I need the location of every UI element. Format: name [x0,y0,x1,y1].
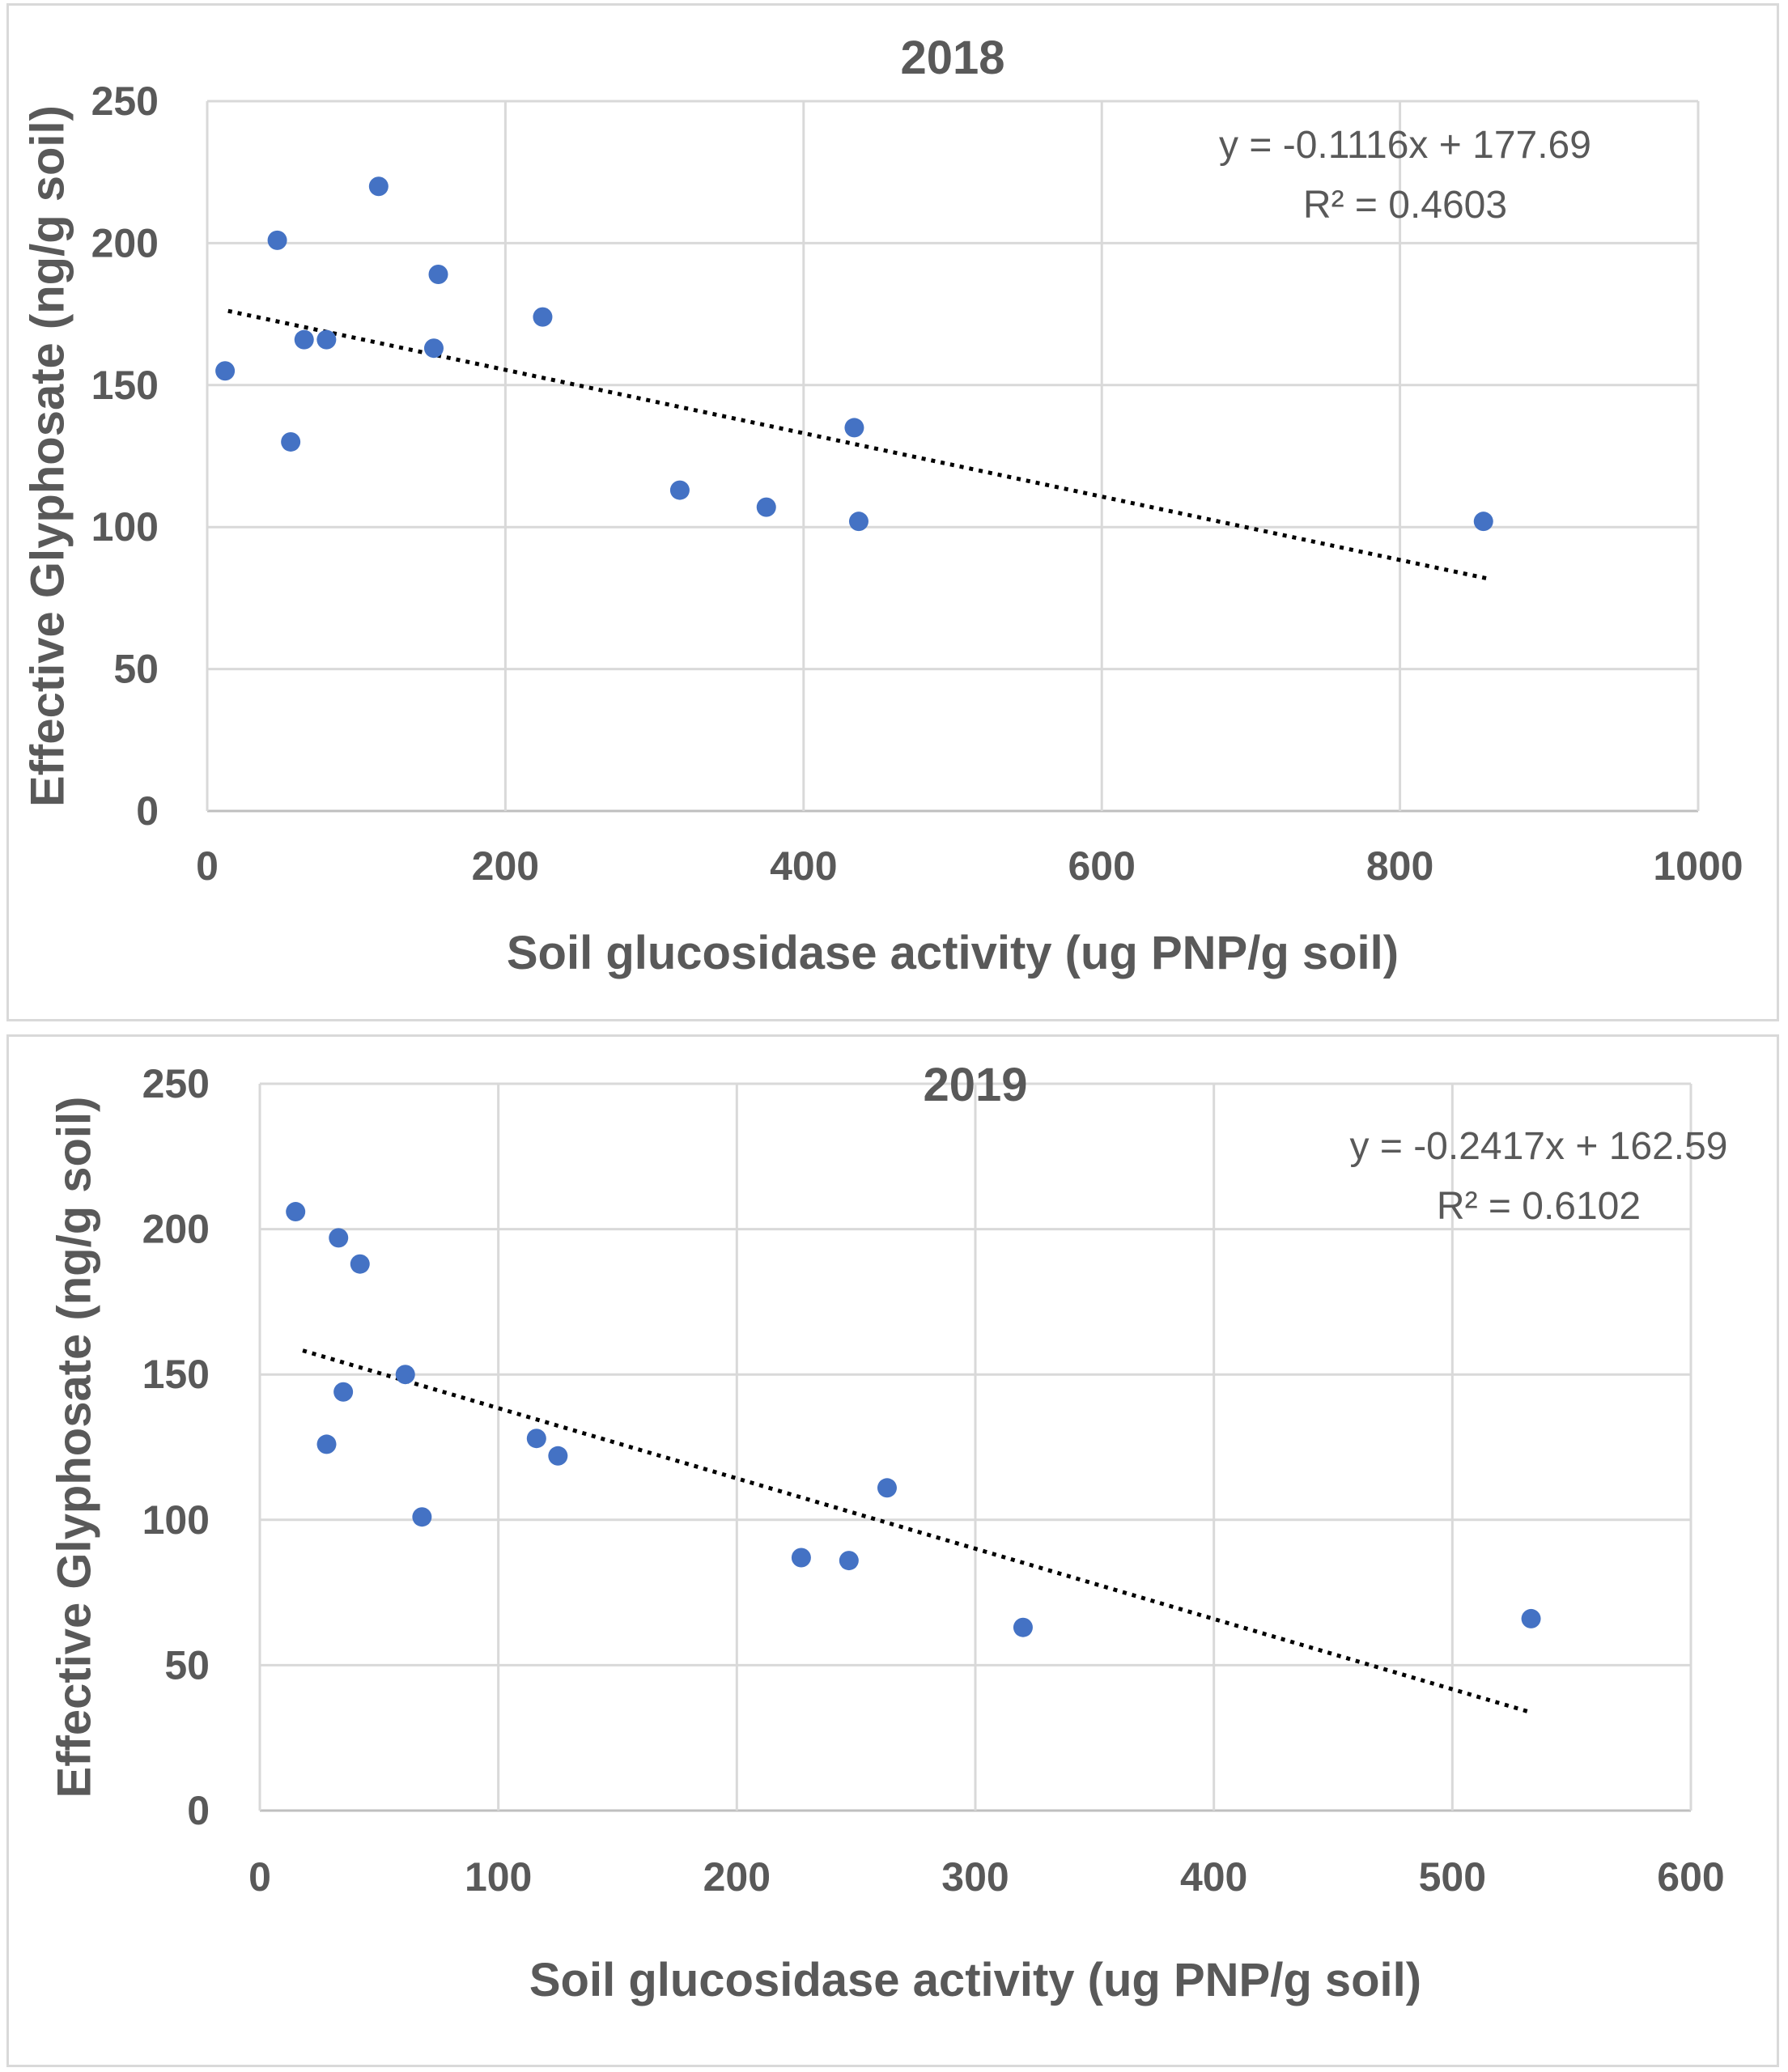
data-point [267,230,287,250]
y-tick-label: 200 [91,220,159,265]
chart-panel-2019: 0 50 100 150 200 250 0 100 200 300 400 500 600 2019 … [6,1034,1779,2067]
y-tick-label: 100 [91,504,159,550]
data-point [294,329,314,350]
data-point [844,418,864,438]
y-tick-label: 200 [142,1207,210,1252]
data-point [350,1254,370,1274]
data-point [286,1202,306,1222]
y-axis-title: Effective Glyphosate (ng/g soil) [48,1097,100,1798]
x-tick-label: 400 [770,843,837,889]
trendline-equation: y = -0.1116x + 177.69 [1219,124,1591,167]
data-point [548,1446,568,1466]
x-tick-label: 600 [1657,1854,1724,1900]
y-tick-label: 150 [91,363,159,408]
x-tick-label: 0 [196,843,219,889]
data-point [368,176,389,197]
data-point [428,264,448,284]
chart-title: 2018 [900,32,1004,84]
data-point [316,329,337,350]
x-tick-label: 0 [248,1854,271,1900]
data-point [412,1507,432,1527]
data-point [669,480,690,500]
y-tick-label: 150 [142,1352,210,1397]
x-tick-label: 400 [1180,1854,1247,1900]
data-point [215,361,236,381]
data-point [1473,512,1493,532]
y-tick-label: 0 [187,1788,210,1833]
chart-title: 2019 [923,1059,1027,1111]
data-point [1521,1608,1541,1628]
data-point [333,1382,354,1402]
x-tick-label: 200 [703,1854,771,1900]
chart-panel-2018: 0 50 100 150 200 250 0 200 400 600 800 1000 2018 y … [6,3,1779,1021]
y-axis-title: Effective Glyphosate (ng/g soil) [21,105,74,807]
y-tick-label: 0 [136,788,159,834]
x-tick-label: 300 [941,1854,1009,1900]
y-tick-label: 250 [91,79,159,124]
x-axis-title: Soil glucosidase activity (ug PNP/g soil… [529,1954,1421,2006]
y-tick-label: 50 [164,1642,210,1688]
data-point [329,1228,349,1248]
x-axis-title: Soil glucosidase activity (ug PNP/g soil… [507,927,1399,979]
data-point [316,1434,337,1454]
x-tick-label: 1000 [1653,843,1743,889]
data-point [791,1548,811,1568]
data-point [526,1429,546,1449]
x-tick-label: 600 [1068,843,1135,889]
data-point [756,497,776,517]
data-point [839,1551,859,1571]
x-tick-label: 800 [1366,843,1433,889]
data-point [395,1365,415,1385]
data-point [877,1478,897,1498]
trendline [227,308,1489,581]
scatter-chart-2018: 0 50 100 150 200 250 0 200 400 600 800 1000 2018 y … [21,32,1743,979]
r-squared-label: R² = 0.4603 [1303,184,1507,227]
y-tick-label: 50 [113,647,159,692]
data-point [848,512,869,532]
x-tick-label: 100 [465,1854,532,1900]
data-point [281,431,301,452]
trendline [302,1348,1532,1715]
x-tick-label: 200 [472,843,539,889]
trendline-equation: y = -0.2417x + 162.59 [1349,1125,1727,1168]
data-point [1013,1617,1033,1637]
x-tick-label: 500 [1419,1854,1486,1900]
data-point [533,307,553,327]
r-squared-label: R² = 0.6102 [1437,1185,1641,1228]
y-tick-label: 250 [142,1061,210,1106]
data-point [423,338,444,359]
y-tick-label: 100 [142,1497,210,1543]
